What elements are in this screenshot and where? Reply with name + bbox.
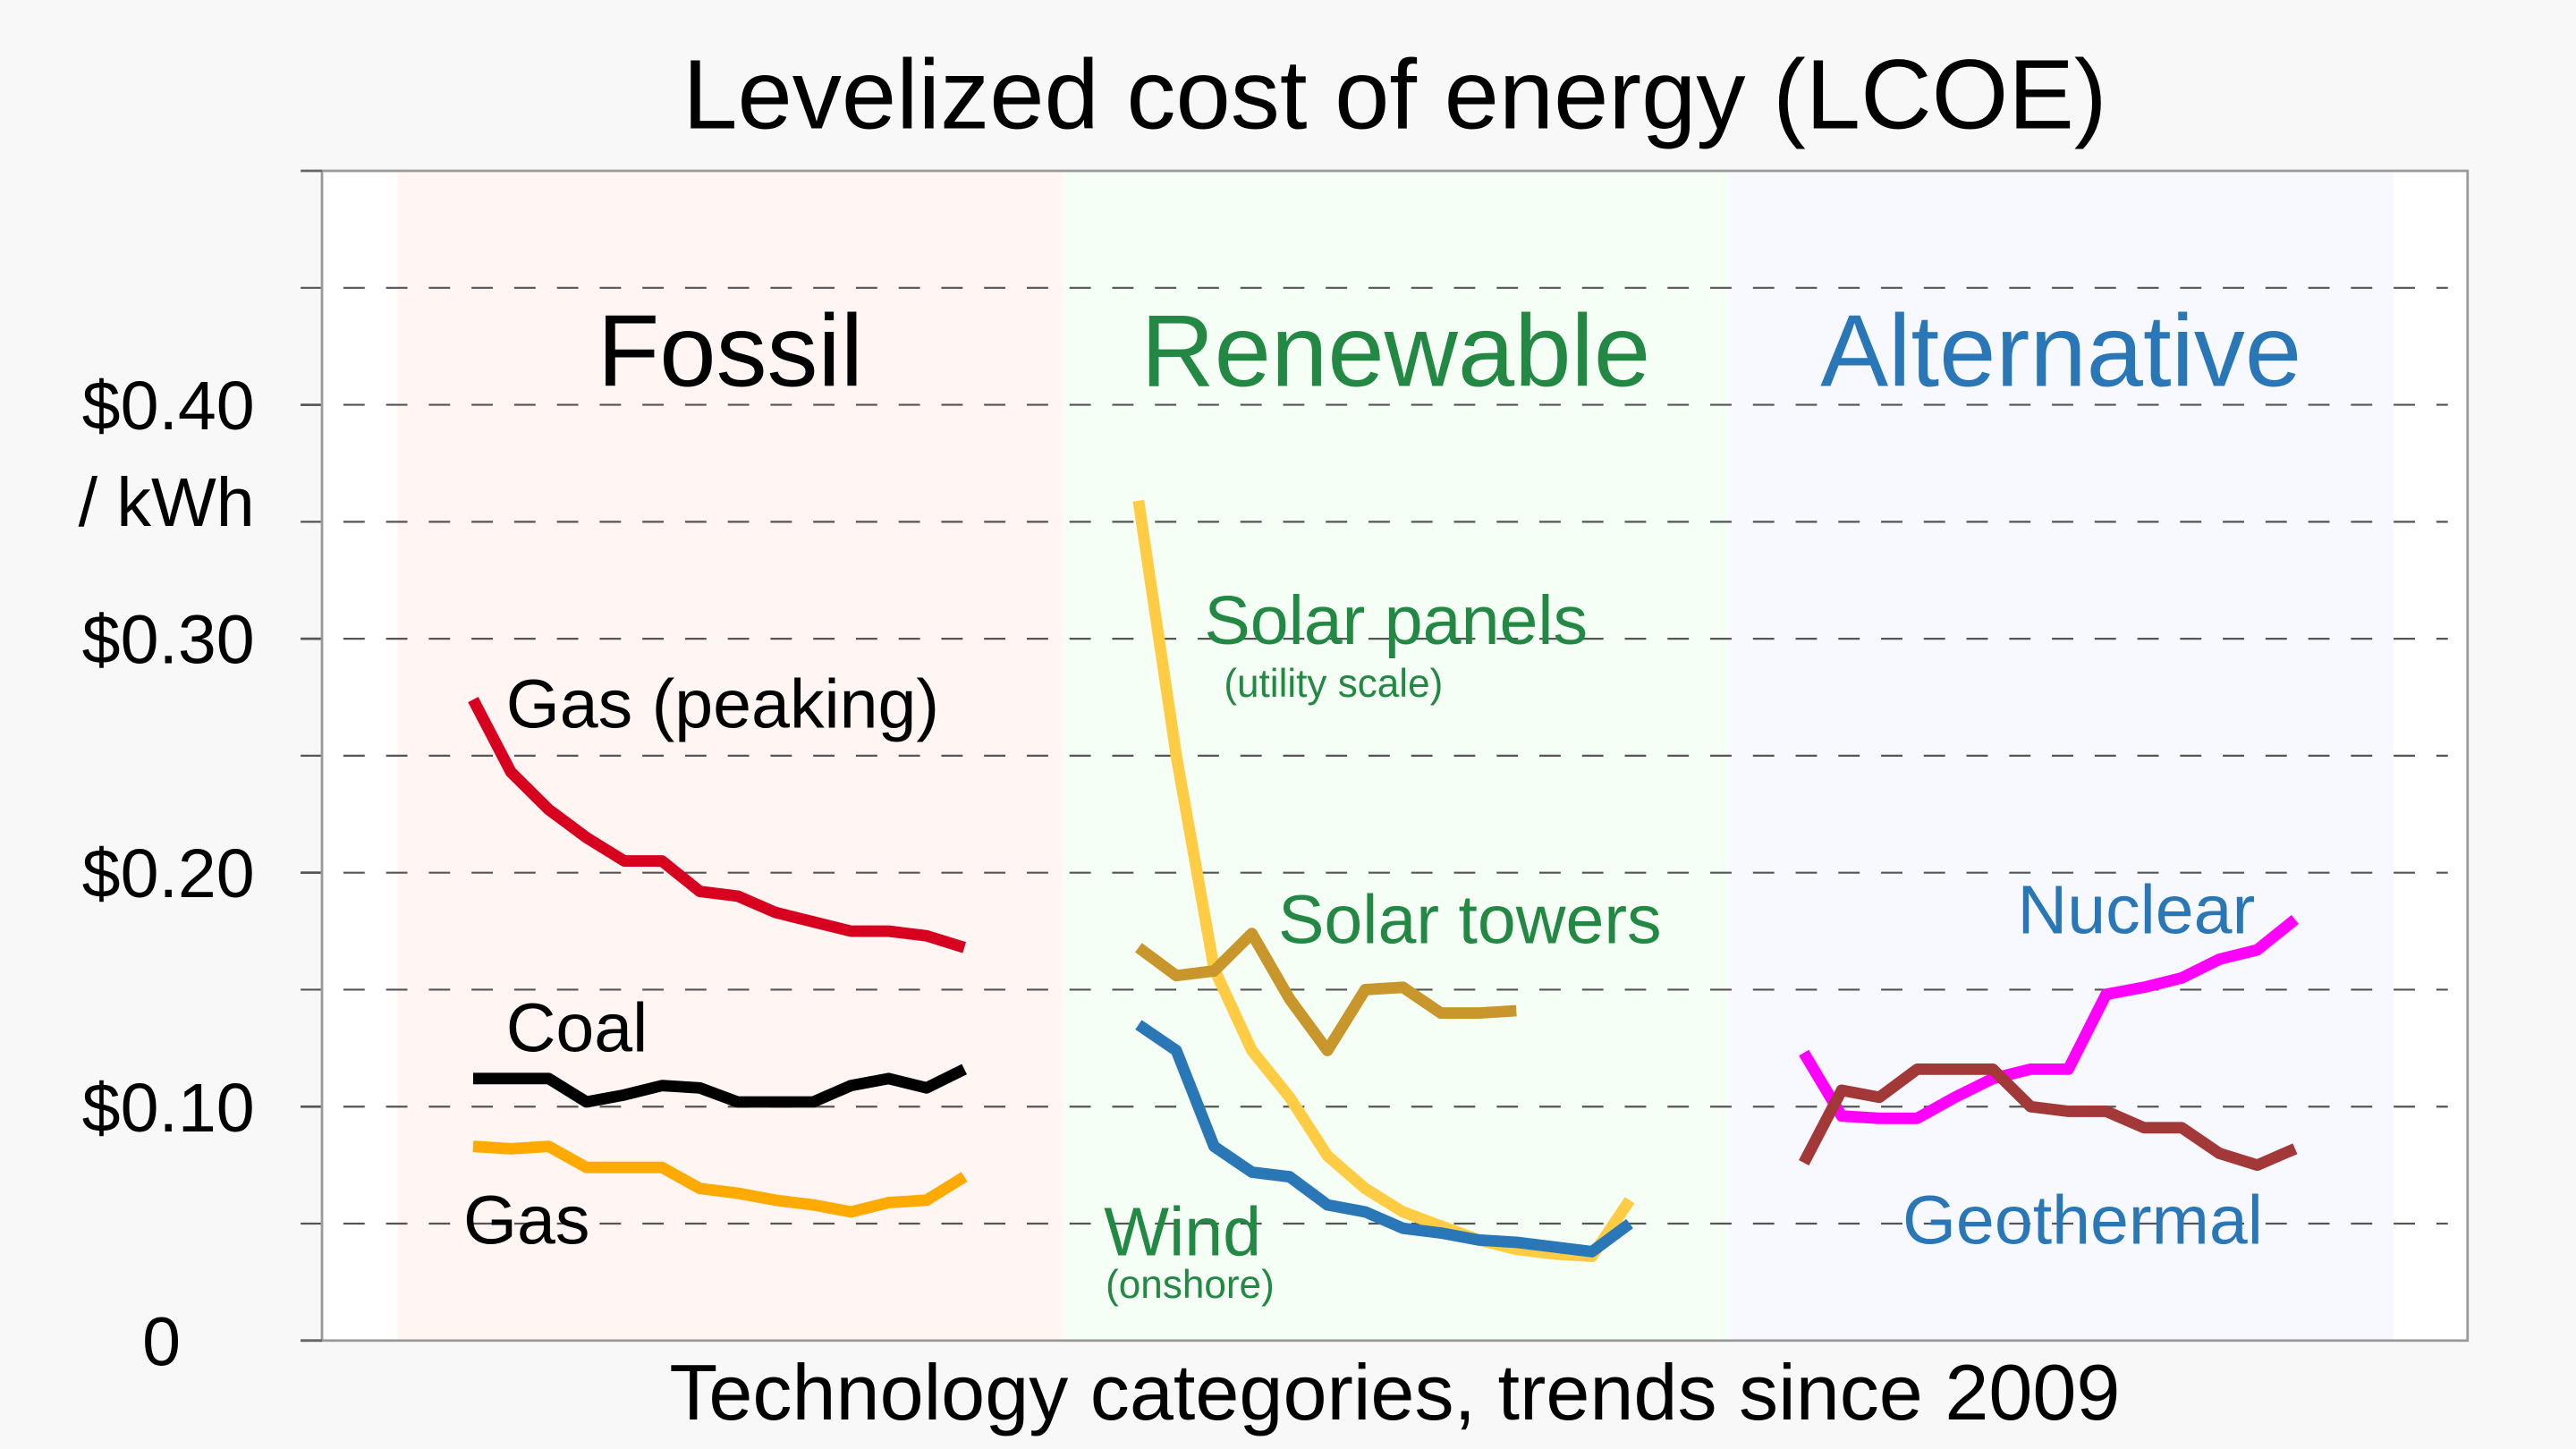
series-label: Nuclear [2018,871,2256,948]
series-label: Solar towers [1278,881,1662,958]
series-line [472,1140,968,1218]
series-line [1135,928,1517,1056]
series-line [1135,1020,1633,1258]
x-axis-label: Technology categories, trends since 2009 [669,1348,2120,1436]
series-note: (onshore) [1106,1263,1275,1307]
series-line [468,697,967,953]
y-axis-unit: / kWh [79,464,255,541]
series-label: Solar panels [1204,582,1588,659]
chart-title: Levelized cost of energy (LCOE) [682,39,2106,149]
series-line [1132,499,1635,1263]
panel-label: Renewable [1140,295,1650,409]
panel-label: Alternative [1820,295,2301,409]
series-note: (utility scale) [1224,662,1443,706]
y-tick-label: 0 [142,1303,181,1380]
series-label: Coal [506,990,648,1067]
series-label: Gas [463,1182,589,1258]
y-tick-label: $0.20 [82,835,255,912]
series-label: Gas (peaking) [506,666,939,743]
series-label: Wind [1104,1193,1261,1270]
series-label: Geothermal [1902,1182,2263,1258]
plot-frame [320,169,2470,1343]
series-line [1799,1063,2298,1172]
y-tick-label: $0.30 [82,602,255,679]
y-tick-label: $0.40 [82,368,255,445]
series-line [1799,914,2299,1124]
panel-label: Fossil [597,295,863,409]
y-tick-label: $0.10 [82,1070,255,1147]
series-line [472,1063,968,1108]
